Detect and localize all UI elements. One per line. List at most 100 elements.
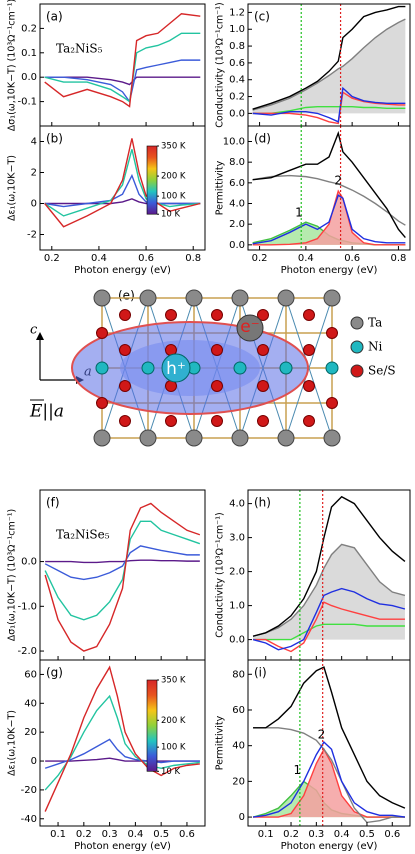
x-tick-label: 0.2 bbox=[44, 253, 60, 264]
colorbar bbox=[146, 679, 158, 772]
peak-label: 2 bbox=[318, 727, 326, 741]
se-atom bbox=[96, 397, 108, 409]
series-line bbox=[252, 741, 406, 818]
y-tick-label: 8.0 bbox=[229, 157, 245, 168]
x-tick-label: 0.8 bbox=[390, 253, 406, 264]
series-line bbox=[44, 149, 201, 217]
ni-atom bbox=[141, 361, 155, 375]
x-tick-label: 0.4 bbox=[298, 253, 314, 264]
colorbar-label: 350 K bbox=[161, 676, 186, 686]
panel-label: (a) bbox=[46, 10, 63, 24]
y-tick-label: 40 bbox=[232, 741, 245, 752]
se-atom bbox=[211, 415, 223, 427]
ta-atom bbox=[139, 289, 157, 307]
x-axis-label: Photon energy (eV) bbox=[74, 841, 171, 852]
panel-label: (i) bbox=[254, 666, 267, 680]
plot-area bbox=[44, 665, 200, 812]
chart-panel: -0.1 0.0 0.1 0.2 (a) Ta₂NiS₅ Δσ₁(ω,10K−T) (10³… bbox=[7, 0, 206, 131]
y-tick-label: 20 bbox=[24, 727, 37, 738]
se-atom bbox=[211, 309, 223, 321]
series-line bbox=[44, 738, 200, 769]
plot-frame bbox=[247, 125, 411, 251]
se-atom bbox=[165, 309, 177, 321]
y-tick-label: 6.0 bbox=[229, 178, 245, 189]
plot-frame bbox=[39, 3, 206, 127]
y-tick-label: 0.1 bbox=[21, 48, 37, 59]
panel-label: (c) bbox=[254, 10, 270, 24]
se-atom bbox=[326, 327, 338, 339]
y-tick-label: 0.2 bbox=[229, 92, 245, 103]
colorbar-label: 10 K bbox=[161, 767, 181, 777]
series-line bbox=[44, 173, 201, 208]
x-tick-label: 0.5 bbox=[153, 829, 169, 840]
y-tick-label: 0.6 bbox=[229, 58, 245, 69]
plot-frame bbox=[247, 659, 411, 827]
y-tick-label: -2 bbox=[27, 230, 37, 241]
ta-atom bbox=[231, 289, 249, 307]
plot-frame bbox=[39, 659, 206, 827]
legend-marker bbox=[350, 340, 364, 354]
compound-label: Ta₂NiS₅ bbox=[56, 42, 103, 56]
y-tick-label: 0.0 bbox=[229, 108, 245, 119]
y-tick-label: 40 bbox=[24, 698, 37, 709]
y-tick-label: 10.0 bbox=[223, 137, 245, 148]
panel-label: (b) bbox=[46, 132, 63, 146]
se-atom bbox=[257, 344, 269, 356]
peak-label: 1 bbox=[295, 205, 303, 219]
panel-label: (h) bbox=[254, 496, 271, 510]
x-tick-label: 0.6 bbox=[138, 253, 154, 264]
legend-label: Ta bbox=[368, 316, 382, 330]
y-tick-label: -20 bbox=[21, 785, 37, 796]
y-axis-label: Δε₁(ω,10K−T) bbox=[7, 155, 18, 221]
y-tick-label: 0.0 bbox=[21, 72, 37, 83]
x-tick-label: 0.5 bbox=[359, 829, 375, 840]
y-tick-label: 20 bbox=[232, 776, 245, 787]
legend-label: Ni bbox=[368, 340, 383, 354]
se-atom bbox=[119, 344, 131, 356]
y-tick-label: 3.0 bbox=[229, 533, 245, 544]
colorbar-label: 10 K bbox=[161, 210, 181, 220]
y-tick-label: 0.0 bbox=[229, 240, 245, 251]
hole-label: h⁺ bbox=[166, 359, 186, 379]
x-axis-label: Photon energy (eV) bbox=[281, 841, 378, 852]
y-tick-label: 4.0 bbox=[229, 499, 245, 510]
y-tick-label: 2.0 bbox=[229, 567, 245, 578]
se-atom bbox=[257, 380, 269, 392]
se-atom bbox=[257, 415, 269, 427]
y-tick-label: 1.0 bbox=[229, 24, 245, 35]
legend-marker bbox=[350, 364, 364, 378]
ta-atom bbox=[93, 429, 111, 447]
x-tick-label: 0.1 bbox=[50, 829, 66, 840]
plot-area bbox=[252, 126, 406, 250]
x-tick-label: 0.3 bbox=[308, 829, 324, 840]
chart-panel: -2.0 -1.0 0.0 (f) Ta₂NiSe₅ Δσ₁(ω,10K−T) (10³Ω… bbox=[7, 489, 206, 661]
series-line bbox=[44, 665, 200, 812]
ta-atom bbox=[323, 429, 341, 447]
panel-label: (g) bbox=[46, 666, 63, 680]
electron bbox=[236, 314, 264, 342]
series-line bbox=[252, 194, 406, 245]
series-line bbox=[252, 587, 406, 651]
x-tick-label: 0.8 bbox=[185, 253, 201, 264]
y-tick-label: 2.0 bbox=[229, 219, 245, 230]
x-axis-label: Photon energy (eV) bbox=[281, 265, 378, 276]
ta-atom bbox=[277, 289, 295, 307]
peak-label: 1 bbox=[294, 763, 302, 777]
series-line bbox=[253, 747, 405, 818]
area bbox=[252, 19, 406, 114]
chart-panel: -40 -20 0 20 40 60 0.1 0.2 0.3 0.4 0.5 0.6 (g) Δε₁(ω,… bbox=[7, 659, 206, 852]
y-tick-label: 4 bbox=[31, 137, 37, 148]
se-atom bbox=[119, 380, 131, 392]
y-tick-label: 60 bbox=[24, 669, 37, 680]
series-line bbox=[45, 559, 200, 564]
se-atom bbox=[303, 344, 315, 356]
plot-area bbox=[252, 660, 406, 826]
series-line bbox=[44, 545, 200, 581]
x-tick-label: 0.4 bbox=[127, 829, 143, 840]
ta-atom bbox=[139, 429, 157, 447]
compound-label: Ta₂NiSe₅ bbox=[56, 528, 110, 542]
y-tick-label: 2 bbox=[31, 168, 37, 179]
x-tick-label: 0.6 bbox=[344, 253, 360, 264]
